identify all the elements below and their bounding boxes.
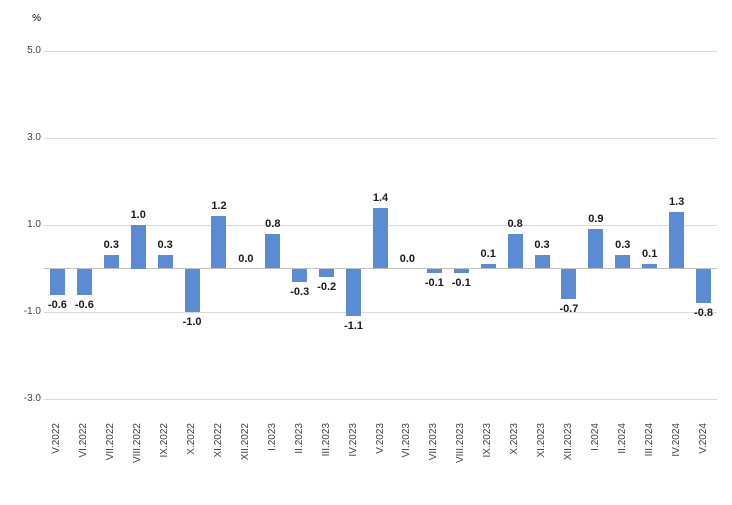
x-category-label: III.2023 [320,423,332,457]
bar-value-label: -1.0 [182,316,202,328]
y-gridline [44,137,717,139]
bar-value-label: 0.3 [615,239,631,252]
bar-value-label: 1.3 [668,195,685,208]
bar-value-label: -0.1 [451,276,471,289]
bar [480,264,496,269]
x-category-label: II.2024 [616,423,628,454]
bar [265,233,281,269]
bar-value-label: -0.1 [424,276,444,289]
bar-value-label: 0.3 [103,239,119,252]
bar-value-label: -1.1 [344,320,364,333]
y-gridline [44,50,717,52]
bar [642,264,658,269]
bar [507,233,523,269]
bar [588,229,604,269]
bar [453,268,469,273]
y-gridline [44,398,717,400]
x-category-label: VII.2023 [428,423,440,461]
y-tick-label: -3.0 [23,393,41,404]
bar-value-label: 1.2 [211,200,227,213]
bar [615,255,631,269]
x-category-label: XII.2023 [562,423,574,461]
x-category-label: XII.2022 [239,423,251,461]
bar-value-label: 0.8 [507,217,523,230]
bar-value-label: -0.2 [317,281,337,294]
bar-value-label: 0.1 [642,248,658,261]
x-category-label: V.2024 [697,423,709,454]
x-axis-zero-line [44,268,717,269]
x-category-label: X.2022 [186,423,198,455]
y-tick-label: -1.0 [23,306,41,317]
y-tick-label: 3.0 [27,132,41,143]
x-category-label: XI.2023 [536,423,548,458]
bar [157,255,173,269]
x-category-label: III.2024 [643,423,655,457]
bar-value-label: -0.3 [290,285,310,298]
bar-value-label: 1.0 [130,209,146,221]
x-category-label: VI.2023 [401,423,413,458]
y-gridline [44,311,717,313]
bar-value-label: 0.1 [480,248,496,261]
bar [319,268,335,278]
bar [103,255,119,269]
x-category-label: II.2023 [293,423,305,454]
bar-value-label: 0.0 [238,252,254,265]
bar [426,268,442,273]
x-category-label: VIII.2022 [132,423,144,464]
y-tick-label: 1.0 [27,219,41,230]
bar-value-label: 0.3 [157,239,173,252]
x-category-label: V.2023 [374,423,386,454]
y-axis-unit-label: % [32,13,41,24]
bar-value-label: -0.7 [559,302,579,315]
bar [373,207,388,269]
x-category-label: X.2023 [509,423,521,455]
bar [211,216,227,269]
bar [49,268,65,295]
bar-value-label: 0.3 [534,239,550,252]
x-category-label: IV.2024 [670,423,682,457]
bar-value-label: 0.0 [399,252,416,265]
bar [292,268,308,282]
x-category-label: IX.2023 [482,423,494,458]
y-tick-label: 5.0 [27,45,41,56]
x-category-label: VII.2022 [105,423,117,461]
x-category-label: I.2024 [589,423,601,451]
x-category-label: V.2022 [51,423,63,454]
bar [346,268,362,317]
bar [669,211,685,269]
bar [76,268,92,295]
x-category-label: VIII.2023 [455,423,467,464]
bar-value-label: -0.8 [694,307,714,320]
bar-value-label: 1.4 [372,191,389,204]
x-category-label: IX.2022 [159,423,171,458]
bar-value-label: -0.6 [47,298,67,311]
bar [184,268,200,312]
bar [561,268,577,299]
x-category-label: I.2023 [266,423,278,451]
bar-value-label: 0.8 [265,217,281,230]
bar-value-label: -0.6 [74,298,94,311]
x-category-label: XI.2022 [212,423,224,458]
bar [130,225,146,269]
x-category-label: IV.2023 [347,423,359,457]
bar [696,268,712,304]
bar [534,255,550,269]
x-category-label: VI.2022 [78,423,90,458]
bar-value-label: 0.9 [588,213,604,226]
